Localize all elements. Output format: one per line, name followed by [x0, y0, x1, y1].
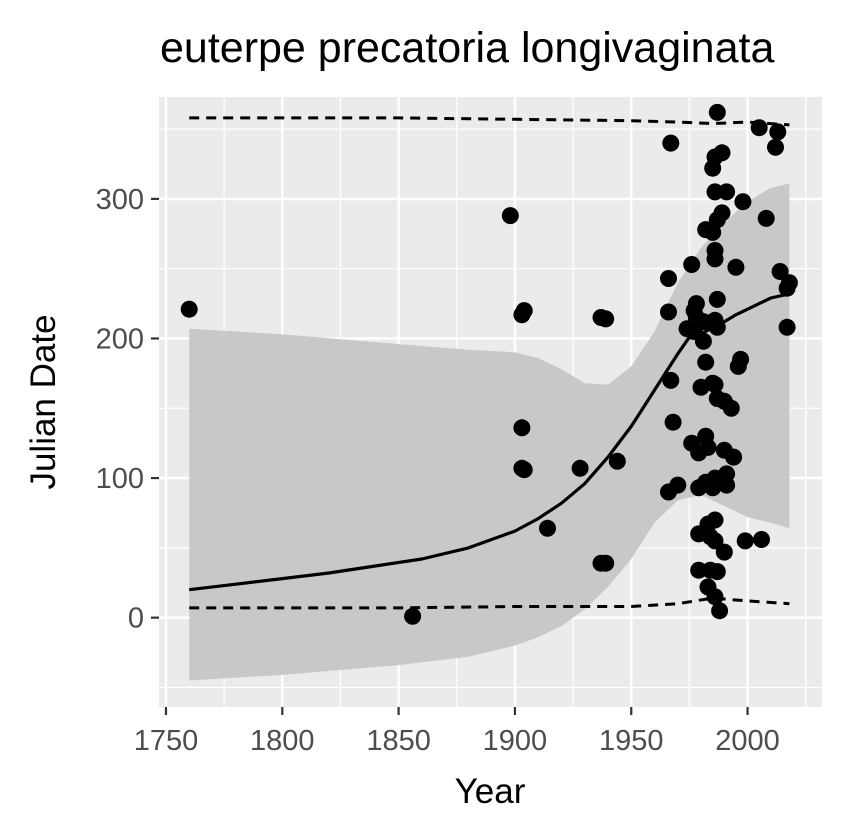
x-tick-label: 1800 — [250, 725, 315, 757]
fit-curve — [189, 292, 790, 592]
x-tick-label: 1900 — [483, 725, 548, 757]
lower-dashed-line — [189, 596, 790, 610]
data-point — [715, 543, 733, 561]
data-point — [608, 452, 626, 470]
data-point — [750, 119, 768, 137]
y-tick-label: 200 — [96, 323, 144, 355]
data-point — [501, 207, 519, 225]
fit-line — [189, 292, 790, 592]
data-point — [662, 134, 680, 152]
data-point — [725, 448, 743, 466]
data-point — [718, 183, 736, 201]
data-point — [515, 302, 533, 320]
data-point — [694, 332, 712, 350]
data-point — [513, 419, 531, 437]
y-axis-title: Julian Date — [24, 314, 63, 489]
data-point — [713, 204, 731, 222]
data-point — [706, 532, 724, 550]
x-tick-label: 2000 — [715, 725, 780, 757]
data-point — [734, 193, 752, 211]
x-tick-label: 1850 — [366, 725, 431, 757]
data-point — [718, 476, 736, 494]
data-point — [539, 519, 556, 537]
x-axis: 1750 1800 1850 1900 1950 2000 — [134, 707, 780, 757]
data-point — [771, 263, 789, 280]
data-point — [706, 250, 724, 268]
y-tick-label: 100 — [96, 463, 144, 495]
data-point — [664, 413, 682, 431]
data-point — [706, 588, 724, 606]
data-point — [706, 376, 724, 394]
data-point — [697, 353, 715, 371]
data-point — [662, 371, 680, 389]
data-point — [778, 318, 796, 336]
data-point — [660, 270, 677, 287]
quantile-lines — [189, 116, 790, 610]
x-tick-label: 1750 — [134, 725, 199, 757]
y-axis: 0 100 200 300 — [96, 184, 159, 635]
x-tick-label: 1950 — [599, 725, 664, 757]
data-point — [571, 459, 589, 477]
chart-title: euterpe precatoria longivaginata — [160, 24, 774, 72]
data-point — [597, 554, 615, 572]
data-point — [660, 303, 677, 321]
data-point — [683, 256, 701, 273]
data-point — [753, 531, 770, 548]
data-point — [727, 258, 745, 276]
confidence-ribbon — [189, 183, 790, 681]
y-tick-label: 0 — [128, 603, 144, 635]
data-point — [767, 138, 784, 156]
data-point — [597, 310, 615, 328]
data-point — [732, 350, 750, 368]
data-point — [180, 300, 198, 318]
data-point — [708, 103, 726, 121]
upper-dashed-line — [189, 116, 790, 127]
data-point — [757, 209, 775, 227]
data-point — [780, 274, 798, 292]
data-point — [706, 511, 724, 529]
data-point — [708, 290, 726, 308]
data-point — [736, 532, 754, 550]
data-point — [669, 476, 687, 494]
data-point — [713, 144, 731, 162]
data-point — [711, 602, 729, 620]
y-tick-label: 300 — [96, 184, 144, 216]
data-point — [699, 438, 717, 456]
data-point — [708, 563, 726, 581]
data-points — [180, 103, 798, 625]
x-axis-title: Year — [455, 772, 526, 811]
data-point — [515, 461, 533, 479]
data-point — [708, 318, 726, 336]
data-point — [404, 607, 422, 625]
ribbon-area — [189, 183, 790, 681]
data-point — [722, 399, 740, 417]
data-point — [769, 123, 787, 141]
